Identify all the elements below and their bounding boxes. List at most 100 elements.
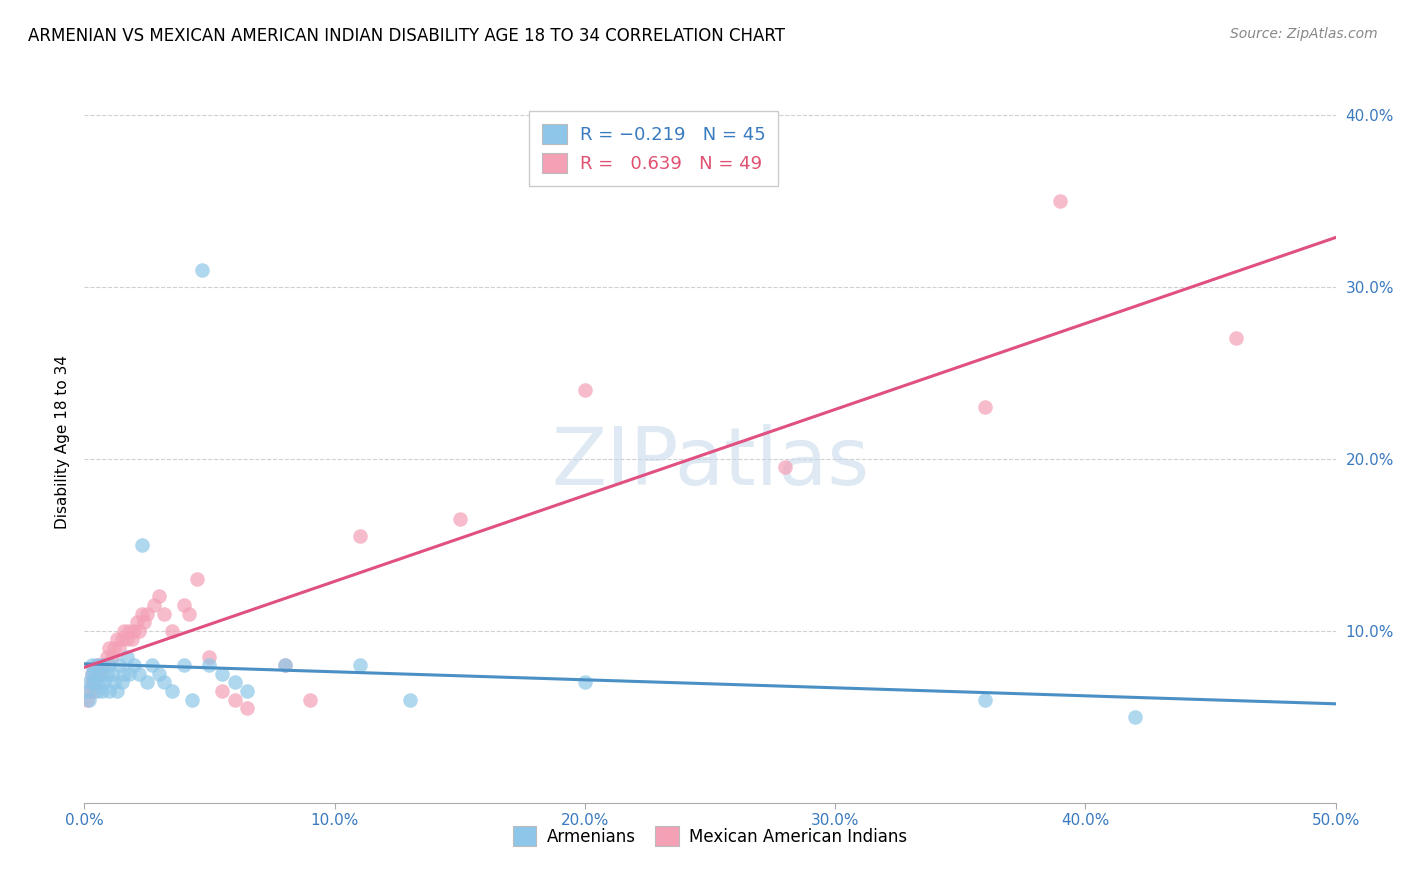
Point bbox=[86, 658, 108, 673]
Point bbox=[153, 675, 176, 690]
Point bbox=[191, 262, 214, 277]
Point bbox=[198, 658, 221, 673]
Point bbox=[236, 701, 259, 715]
Point bbox=[1049, 194, 1071, 208]
Point bbox=[80, 666, 103, 681]
Point bbox=[148, 666, 170, 681]
Point bbox=[1225, 331, 1247, 345]
Point bbox=[108, 640, 131, 655]
Point bbox=[112, 624, 135, 638]
Point bbox=[83, 684, 105, 698]
Point bbox=[105, 632, 128, 647]
Point bbox=[236, 684, 259, 698]
Point bbox=[79, 684, 101, 698]
Point bbox=[273, 658, 295, 673]
Point bbox=[86, 684, 108, 698]
Point bbox=[143, 598, 166, 612]
Point bbox=[89, 666, 111, 681]
Point bbox=[93, 658, 115, 673]
Point bbox=[115, 649, 138, 664]
Point bbox=[90, 666, 112, 681]
Point bbox=[224, 692, 246, 706]
Point bbox=[121, 632, 143, 647]
Point bbox=[101, 649, 124, 664]
Point bbox=[101, 666, 124, 681]
Point bbox=[103, 640, 125, 655]
Point bbox=[90, 684, 112, 698]
Point bbox=[349, 529, 371, 543]
Point bbox=[86, 666, 108, 681]
Point bbox=[90, 658, 112, 673]
Point bbox=[128, 624, 150, 638]
Point bbox=[96, 666, 118, 681]
Text: Source: ZipAtlas.com: Source: ZipAtlas.com bbox=[1230, 27, 1378, 41]
Point bbox=[449, 512, 471, 526]
Point bbox=[98, 640, 121, 655]
Point bbox=[108, 658, 131, 673]
Point bbox=[134, 615, 156, 630]
Text: ARMENIAN VS MEXICAN AMERICAN INDIAN DISABILITY AGE 18 TO 34 CORRELATION CHART: ARMENIAN VS MEXICAN AMERICAN INDIAN DISA… bbox=[28, 27, 785, 45]
Point bbox=[131, 538, 153, 552]
Point bbox=[141, 658, 163, 673]
Point bbox=[186, 572, 208, 586]
Point bbox=[160, 684, 183, 698]
Point bbox=[273, 658, 295, 673]
Point bbox=[574, 383, 596, 397]
Point bbox=[349, 658, 371, 673]
Text: ZIPatlas: ZIPatlas bbox=[551, 425, 869, 502]
Point bbox=[76, 692, 98, 706]
Point bbox=[773, 460, 796, 475]
Point bbox=[398, 692, 420, 706]
Point bbox=[148, 590, 170, 604]
Point bbox=[112, 666, 135, 681]
Point bbox=[79, 675, 101, 690]
Point bbox=[1125, 710, 1147, 724]
Point bbox=[93, 675, 115, 690]
Point bbox=[153, 607, 176, 621]
Point bbox=[80, 658, 103, 673]
Point bbox=[98, 684, 121, 698]
Point bbox=[80, 666, 103, 681]
Point bbox=[574, 675, 596, 690]
Point bbox=[79, 692, 101, 706]
Point bbox=[211, 666, 233, 681]
Point bbox=[125, 615, 148, 630]
Point bbox=[124, 658, 146, 673]
Point bbox=[224, 675, 246, 690]
Point bbox=[298, 692, 321, 706]
Point bbox=[89, 658, 111, 673]
Point bbox=[160, 624, 183, 638]
Point bbox=[211, 684, 233, 698]
Point bbox=[98, 658, 121, 673]
Point bbox=[131, 607, 153, 621]
Point bbox=[181, 692, 204, 706]
Point bbox=[111, 632, 134, 647]
Point bbox=[128, 666, 150, 681]
Point bbox=[198, 649, 221, 664]
Point bbox=[89, 675, 111, 690]
Point bbox=[86, 658, 108, 673]
Point bbox=[179, 607, 201, 621]
Y-axis label: Disability Age 18 to 34: Disability Age 18 to 34 bbox=[55, 354, 70, 529]
Point bbox=[89, 666, 111, 681]
Point bbox=[83, 666, 105, 681]
Point bbox=[124, 624, 146, 638]
Point bbox=[173, 658, 195, 673]
Point bbox=[96, 649, 118, 664]
Point bbox=[115, 632, 138, 647]
Point bbox=[83, 675, 105, 690]
Point bbox=[136, 607, 159, 621]
Point bbox=[83, 675, 105, 690]
Point bbox=[173, 598, 195, 612]
Point bbox=[974, 692, 997, 706]
Legend: Armenians, Mexican American Indians: Armenians, Mexican American Indians bbox=[506, 820, 914, 852]
Point bbox=[103, 675, 125, 690]
Point bbox=[76, 684, 98, 698]
Point bbox=[974, 400, 997, 414]
Point bbox=[118, 666, 141, 681]
Point bbox=[80, 675, 103, 690]
Point bbox=[118, 624, 141, 638]
Point bbox=[136, 675, 159, 690]
Point bbox=[111, 675, 134, 690]
Point bbox=[105, 684, 128, 698]
